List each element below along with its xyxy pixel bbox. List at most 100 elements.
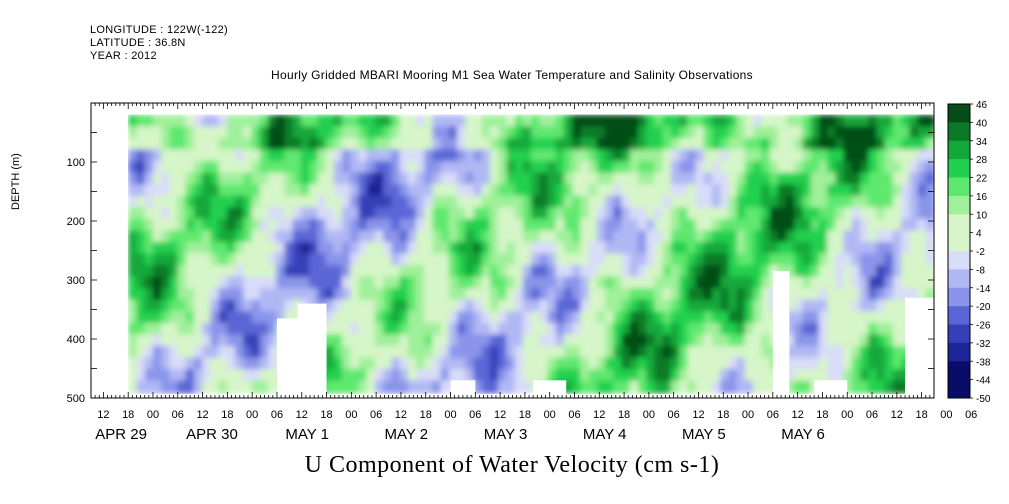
heatmap-cell: [152, 149, 163, 163]
heatmap-cell: [177, 137, 188, 151]
heatmap-cell: [383, 172, 393, 186]
heatmap-cell: [859, 149, 870, 163]
heatmap-cell: [498, 230, 508, 244]
heatmap-cell: [679, 276, 689, 290]
heatmap-cell: [514, 368, 525, 383]
heatmap-cell: [835, 253, 846, 267]
heatmap-cell: [522, 184, 533, 198]
heatmap-cell: [465, 218, 476, 232]
heatmap-cell: [358, 195, 369, 209]
heatmap-cell: [711, 334, 722, 348]
heatmap-cell: [818, 218, 829, 232]
heatmap-cell: [843, 345, 854, 359]
heatmap-cell: [407, 265, 418, 279]
heatmap-cell: [226, 126, 237, 140]
heatmap-cell: [728, 114, 739, 128]
heatmap-cell: [498, 380, 508, 394]
heatmap-cell: [358, 357, 369, 371]
heatmap-cell: [391, 137, 402, 151]
heatmap-cell: [720, 253, 730, 267]
heatmap-cell: [325, 114, 336, 128]
heatmap-cell: [226, 161, 237, 175]
heatmap-cell: [489, 368, 500, 383]
heatmap-cell: [728, 161, 739, 175]
heatmap-cell: [473, 184, 484, 198]
heatmap-cell: [662, 161, 673, 175]
heatmap-cell: [251, 137, 262, 151]
heatmap-cell: [448, 230, 459, 244]
heatmap-cell: [621, 218, 632, 232]
heatmap-cell: [695, 334, 706, 348]
heatmap-cell: [572, 345, 582, 359]
heatmap-cell: [662, 368, 673, 383]
heatmap-cell: [555, 184, 566, 198]
heatmap-cell: [794, 265, 804, 279]
heatmap-cell: [621, 207, 632, 221]
heatmap-cell: [473, 299, 484, 313]
heatmap-cell: [785, 299, 796, 313]
heatmap-cell: [851, 345, 862, 359]
heatmap-cell: [851, 241, 862, 255]
heatmap-cell: [128, 265, 138, 279]
heatmap-cell: [259, 172, 270, 186]
heatmap-cell: [563, 114, 574, 128]
heatmap-cell: [670, 172, 681, 186]
heatmap-cell: [267, 357, 278, 371]
x-tick-label: 00: [742, 409, 754, 421]
heatmap-cell: [251, 161, 262, 175]
heatmap-cell: [448, 126, 459, 140]
heatmap-cell: [646, 114, 656, 128]
heatmap-cell: [646, 241, 656, 255]
heatmap-cell: [720, 172, 730, 186]
heatmap-cell: [769, 172, 780, 186]
heatmap-cell: [827, 253, 837, 267]
heatmap-cell: [251, 207, 262, 221]
heatmap-cell: [629, 149, 640, 163]
heatmap-cell: [358, 345, 369, 359]
heatmap-cell: [210, 345, 221, 359]
heatmap-cell: [374, 276, 385, 290]
heatmap-cell: [218, 334, 229, 348]
heatmap-cell: [514, 114, 525, 128]
heatmap-cell: [563, 299, 574, 313]
heatmap-cell: [531, 137, 541, 151]
heatmap-cell: [563, 137, 574, 151]
heatmap-cell: [383, 149, 393, 163]
heatmap-cell: [802, 241, 813, 255]
heatmap-cell: [432, 207, 443, 221]
heatmap-cell: [489, 357, 500, 371]
heatmap-cell: [391, 230, 402, 244]
heatmap-cell: [235, 380, 245, 394]
heatmap-cell: [785, 311, 796, 325]
heatmap-cell: [547, 149, 558, 163]
heatmap-cell: [235, 276, 245, 290]
heatmap-cell: [128, 334, 138, 348]
heatmap-cell: [317, 288, 328, 302]
heatmap-cell: [489, 207, 500, 221]
heatmap-cell: [917, 184, 928, 198]
heatmap-cell: [152, 137, 163, 151]
heatmap-cell: [703, 126, 714, 140]
heatmap-cell: [185, 253, 196, 267]
heatmap-cell: [868, 126, 878, 140]
heatmap-cell: [605, 357, 615, 371]
heatmap-cell: [292, 288, 303, 302]
heatmap-cell: [128, 207, 138, 221]
heatmap-cell: [621, 149, 632, 163]
colorbar-label: 22: [976, 174, 988, 185]
x-axis-label: U Component of Water Velocity (cm s-1): [304, 452, 720, 478]
heatmap-cell: [333, 172, 344, 186]
heatmap-cell: [547, 253, 558, 267]
heatmap-cell: [818, 114, 829, 128]
colorbar-label: -8: [976, 265, 985, 276]
heatmap-cell: [621, 345, 632, 359]
heatmap-cell: [374, 253, 385, 267]
heatmap-cell: [835, 207, 846, 221]
heatmap-cell: [629, 322, 640, 336]
heatmap-cell: [596, 241, 607, 255]
heatmap-cell: [136, 161, 147, 175]
heatmap-cell: [876, 265, 887, 279]
heatmap-cell: [457, 265, 467, 279]
heatmap-cell: [555, 276, 566, 290]
heatmap-cell: [711, 288, 722, 302]
